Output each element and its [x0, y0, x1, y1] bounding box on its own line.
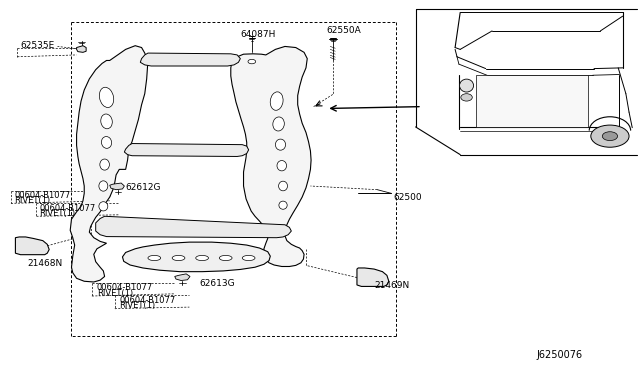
Polygon shape [70, 46, 148, 282]
Text: RIVET(1): RIVET(1) [40, 209, 76, 218]
Text: 21469N: 21469N [374, 281, 410, 290]
Ellipse shape [172, 256, 185, 260]
Circle shape [32, 244, 41, 249]
Polygon shape [175, 274, 190, 280]
Ellipse shape [461, 94, 472, 101]
Ellipse shape [220, 256, 232, 260]
Text: 64087H: 64087H [241, 30, 276, 39]
Text: 62612G: 62612G [125, 183, 161, 192]
Ellipse shape [275, 139, 285, 150]
Ellipse shape [273, 117, 284, 131]
Ellipse shape [148, 256, 161, 260]
Ellipse shape [460, 79, 474, 92]
Ellipse shape [243, 256, 255, 260]
Text: 62613G: 62613G [199, 279, 234, 288]
Text: RIVET(1): RIVET(1) [119, 301, 156, 311]
Text: 62550A: 62550A [326, 26, 361, 35]
Text: 21468N: 21468N [27, 259, 62, 268]
Text: J6250076: J6250076 [537, 350, 583, 360]
Text: 00604-B1077: 00604-B1077 [119, 296, 175, 305]
Polygon shape [140, 53, 241, 66]
Polygon shape [124, 144, 248, 157]
Ellipse shape [100, 114, 112, 129]
Text: 62500: 62500 [394, 193, 422, 202]
Ellipse shape [277, 161, 287, 171]
Circle shape [248, 60, 255, 64]
Ellipse shape [279, 201, 287, 209]
Text: 62535E: 62535E [20, 41, 55, 50]
Ellipse shape [99, 87, 114, 108]
Circle shape [591, 125, 629, 147]
Circle shape [372, 275, 381, 280]
Polygon shape [109, 183, 124, 190]
Ellipse shape [270, 92, 283, 110]
Ellipse shape [99, 181, 108, 191]
Ellipse shape [100, 159, 109, 170]
Polygon shape [231, 46, 311, 266]
Text: 00604-B1077: 00604-B1077 [97, 283, 153, 292]
Ellipse shape [101, 137, 111, 148]
Text: 00604-B1077: 00604-B1077 [40, 203, 96, 213]
Text: 00604-B1077: 00604-B1077 [14, 191, 70, 200]
Circle shape [602, 132, 618, 141]
Polygon shape [476, 75, 588, 127]
Text: RIVET(1): RIVET(1) [97, 289, 133, 298]
Polygon shape [15, 237, 49, 255]
Polygon shape [96, 216, 291, 238]
Ellipse shape [196, 256, 209, 260]
Ellipse shape [99, 202, 108, 211]
Text: RIVET(1): RIVET(1) [14, 196, 51, 205]
Polygon shape [357, 268, 389, 286]
Polygon shape [122, 242, 270, 272]
Ellipse shape [278, 181, 287, 191]
Polygon shape [77, 46, 86, 52]
